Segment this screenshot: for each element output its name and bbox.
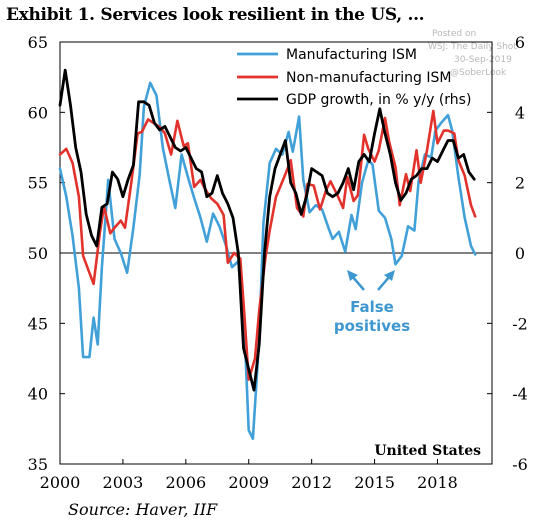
legend-label: Manufacturing ISM <box>286 47 417 63</box>
x-tick-label: 2012 <box>291 473 332 492</box>
y-left-tick-label: 65 <box>28 33 48 52</box>
false-positive-arrow-left <box>351 275 365 291</box>
legend-label: Non-manufacturing ISM <box>286 70 451 86</box>
y-right-tick-label: -2 <box>512 314 528 333</box>
chart-title: Exhibit 1. Services look resilient in th… <box>6 5 425 25</box>
legend-label: GDP growth, in % y/y (rhs) <box>286 92 471 108</box>
legend: Manufacturing ISM Non-manufacturing ISM GD… <box>237 47 471 108</box>
y-left-tick-label: 55 <box>28 174 48 193</box>
y-right-tick-label: 2 <box>515 174 525 193</box>
annotation-line-1: False <box>350 298 394 316</box>
watermark-line-2: WSJ: The Daily Shot <box>428 42 517 52</box>
y-right-tick-label: -6 <box>512 455 528 474</box>
watermark-line-4: @SoberLook <box>450 68 507 78</box>
y-left-tick-label: 35 <box>28 455 48 474</box>
x-tick-label: 2000 <box>40 473 81 492</box>
false-positive-arrow-right <box>377 275 391 291</box>
series-layer <box>58 68 477 440</box>
y-left-tick-label: 45 <box>28 314 48 333</box>
annotation-line-2: positives <box>334 317 410 335</box>
x-tick-label: 2003 <box>103 473 144 492</box>
series-gdp-growth <box>58 68 476 392</box>
region-label: United States <box>374 443 481 459</box>
series-manufacturing-ism <box>58 81 477 440</box>
false-positive-arrowhead-left <box>347 270 358 281</box>
y-right-tick-label: -4 <box>512 385 528 404</box>
x-tick-label: 2018 <box>417 473 458 492</box>
y-right-tick-label: 0 <box>515 244 525 263</box>
y-left-tick-label: 60 <box>28 103 48 122</box>
watermark-line-3: 30-Sep-2019 <box>454 55 512 65</box>
watermark-line-1: Posted on <box>432 29 477 39</box>
y-left-tick-label: 50 <box>28 244 48 263</box>
x-tick-label: 2006 <box>165 473 206 492</box>
false-positive-arrowhead-right <box>384 270 395 281</box>
y-left-tick-label: 40 <box>28 385 48 404</box>
y-right-tick-label: 4 <box>515 103 525 122</box>
x-tick-label: 2015 <box>354 473 395 492</box>
x-tick-label: 2009 <box>228 473 269 492</box>
series-non-manufacturing-ism <box>58 109 477 381</box>
watermark: Posted on WSJ: The Daily Shot 30-Sep-201… <box>428 28 536 80</box>
y-right-tick-label: 6 <box>515 33 525 52</box>
chart-source: Source: Haver, IIF <box>68 500 218 519</box>
axes: 2000 2003 2006 2009 2012 2015 2018354045505560… <box>28 33 528 492</box>
